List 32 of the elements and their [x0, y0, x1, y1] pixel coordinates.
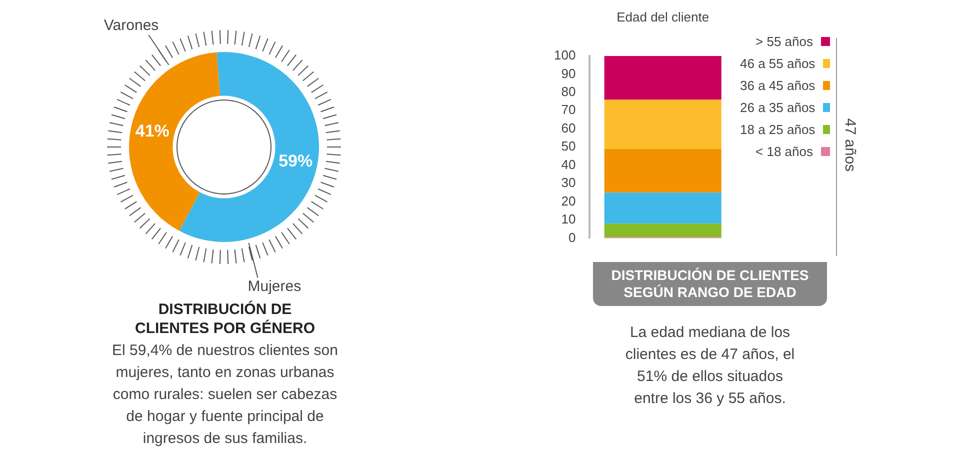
text: 47 años [842, 118, 858, 172]
legend-label: 18 a 25 años [740, 122, 816, 136]
text: La edad mediana de los clientes es de 47 años, el 51% de ellos situados entre los 36 y 55 años. [625, 323, 795, 409]
y-tick-label: 50 [561, 138, 576, 154]
text: DISTRIBUCIÓN DE CLIENTES SEGÚN RANGO DE EDAD [610, 267, 810, 301]
legend-label: < 18 años [756, 144, 813, 158]
legend-label: 26 a 35 años [740, 100, 816, 114]
text: DISTRIBUCIÓN DE CLIENTES POR GÉNERO [134, 300, 316, 338]
bar [604, 192, 722, 224]
y-tick-label: 100 [554, 48, 576, 63]
y-tick-label: 20 [561, 193, 576, 208]
bar [604, 56, 722, 100]
y-tick-label: 0 [568, 230, 576, 245]
data-label: 59% [278, 152, 313, 171]
x-axis-title: Edad del cliente [616, 9, 710, 24]
slice-label: Varones [104, 17, 159, 34]
bar [604, 100, 722, 149]
text: El 59,4% de nuestros clientes son mujeres, tanto en zonas urbanas como rurales: suelen ser cabezas de hogar y fuente principal de ingresos de sus familias. [111, 341, 339, 449]
bar [604, 148, 722, 193]
y-tick-label: 40 [561, 156, 576, 172]
y-tick-label: 70 [561, 102, 576, 118]
y-tick-label: 30 [561, 175, 576, 190]
bar [604, 224, 722, 238]
legend-label: > 55 años [756, 34, 813, 48]
y-tick-label: 90 [561, 66, 576, 81]
legend-label: 36 a 45 años [740, 78, 816, 92]
data-label: 41% [135, 122, 170, 141]
slice-label: Mujeres [248, 278, 302, 295]
y-tick-label: 10 [561, 212, 576, 227]
y-tick-label: 60 [561, 120, 576, 136]
legend-label: 46 a 55 años [740, 56, 816, 70]
y-tick-label: 80 [561, 84, 576, 100]
